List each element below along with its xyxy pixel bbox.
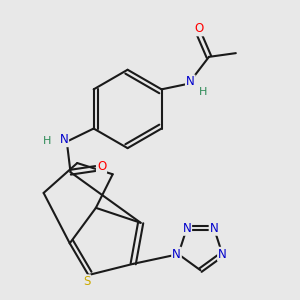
Text: N: N [186, 75, 195, 88]
Text: S: S [83, 275, 90, 288]
Text: N: N [218, 248, 227, 261]
Text: N: N [210, 222, 218, 235]
Text: H: H [43, 136, 52, 146]
Text: N: N [182, 222, 191, 235]
Text: O: O [97, 160, 106, 173]
Text: O: O [195, 22, 204, 35]
Text: N: N [59, 133, 68, 146]
Text: N: N [172, 248, 181, 261]
Text: H: H [198, 87, 207, 97]
